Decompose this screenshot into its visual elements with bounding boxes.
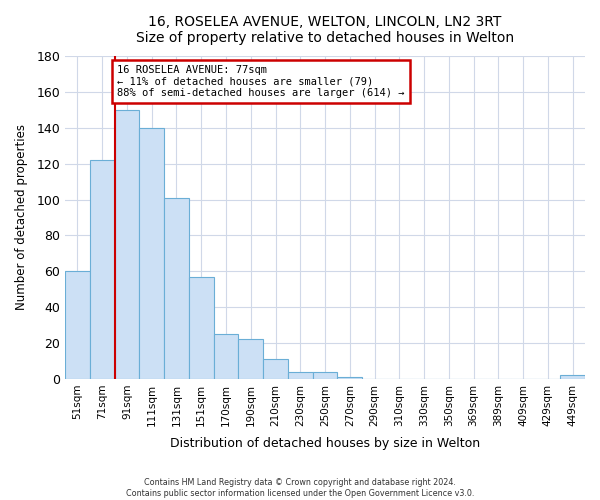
Y-axis label: Number of detached properties: Number of detached properties [15,124,28,310]
Bar [214,334,238,379]
Bar [313,372,337,379]
Bar [263,359,288,379]
Bar [115,110,139,379]
Bar [164,198,189,379]
Bar [90,160,115,379]
Bar [238,340,263,379]
Text: 16 ROSELEA AVENUE: 77sqm
← 11% of detached houses are smaller (79)
88% of semi-d: 16 ROSELEA AVENUE: 77sqm ← 11% of detach… [117,65,404,98]
Title: 16, ROSELEA AVENUE, WELTON, LINCOLN, LN2 3RT
Size of property relative to detach: 16, ROSELEA AVENUE, WELTON, LINCOLN, LN2… [136,15,514,45]
Bar [139,128,164,379]
X-axis label: Distribution of detached houses by size in Welton: Distribution of detached houses by size … [170,437,480,450]
Bar [65,272,90,379]
Bar [288,372,313,379]
Text: Contains HM Land Registry data © Crown copyright and database right 2024.
Contai: Contains HM Land Registry data © Crown c… [126,478,474,498]
Bar [560,376,585,379]
Bar [189,276,214,379]
Bar [337,377,362,379]
